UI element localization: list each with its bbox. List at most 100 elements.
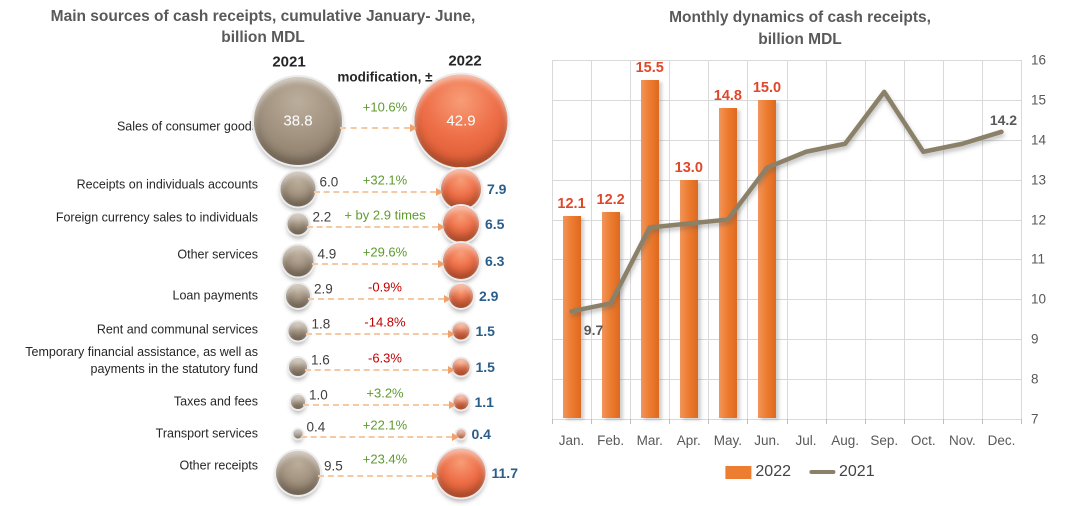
value-2022: 6.5 — [485, 216, 505, 232]
x-axis-tick-icon — [669, 419, 671, 424]
bubble-2021 — [276, 451, 320, 495]
value-2022: 1.1 — [474, 394, 494, 410]
bubble-2021 — [288, 321, 308, 341]
x-axis-tick-icon — [591, 419, 593, 424]
x-axis-tick-icon — [981, 419, 983, 424]
category-label: Temporary financial assistance, as well … — [25, 345, 258, 376]
y-axis-tick-label: 11 — [1031, 251, 1046, 267]
bar-value-label: 12.2 — [596, 191, 625, 208]
v-gridline — [786, 60, 788, 419]
bar-value-label: 15.5 — [635, 59, 664, 76]
y-axis-tick-label: 7 — [1031, 411, 1039, 427]
y-axis-tick-label: 10 — [1031, 291, 1047, 307]
bubble-2022 — [452, 322, 470, 340]
arrow-head-icon — [448, 401, 456, 409]
y-axis-tick-label: 8 — [1031, 371, 1039, 387]
value-2021: 38.8 — [283, 112, 313, 130]
legend-line-swatch-icon — [809, 470, 835, 474]
value-2022: 0.4 — [471, 426, 491, 442]
bar-2022 — [757, 99, 776, 418]
arrow-head-icon — [447, 330, 455, 338]
arrow-line-icon — [305, 369, 448, 371]
x-axis-tick-icon — [864, 419, 866, 424]
value-2022: 1.5 — [475, 359, 495, 375]
arrow-line-icon — [313, 191, 436, 193]
v-gridline — [864, 60, 866, 419]
bubble-2021 — [287, 213, 309, 235]
x-axis-month-label: Oct. — [910, 433, 936, 448]
bubble-2022 — [449, 284, 473, 308]
category-label: Other receipts — [179, 458, 258, 473]
bubble-2021 — [286, 284, 310, 308]
value-2021: 1.0 — [309, 387, 328, 403]
modification-value: +32.1% — [362, 172, 408, 188]
value-2021: 1.6 — [311, 352, 330, 368]
left-chart-title-line1: Main sources of cash receipts, cumulativ… — [50, 8, 476, 25]
bubble-2022 — [453, 394, 469, 410]
x-axis-month-label: Jul. — [795, 433, 817, 448]
modification-value: -6.3% — [368, 350, 402, 366]
value-2022: 2.9 — [479, 288, 499, 304]
y-axis-tick-label: 14 — [1031, 132, 1047, 148]
value-2021: 2.2 — [312, 209, 332, 225]
v-gridline — [630, 60, 632, 419]
modification-value: +23.4% — [362, 451, 408, 467]
value-2022: 42.9 — [446, 112, 476, 130]
value-2021: 1.8 — [311, 316, 331, 332]
arrow-head-icon — [447, 366, 455, 374]
bubble-2021 — [280, 171, 316, 207]
x-axis-tick-icon — [903, 419, 905, 424]
v-gridline — [1021, 60, 1022, 419]
x-axis-tick-icon — [942, 419, 944, 424]
category-label: Receipts on individuals accounts — [76, 177, 258, 192]
x-axis-tick-icon — [786, 419, 788, 424]
category-label: Rent and communal services — [96, 322, 258, 337]
arrow-head-icon — [431, 472, 439, 480]
x-axis-month-label: Dec. — [987, 433, 1016, 448]
category-label: Sales of consumer goods — [116, 119, 258, 134]
value-2021: 6.0 — [319, 174, 339, 190]
bubble-2022 — [443, 243, 479, 279]
bar-value-label: 14.8 — [713, 87, 742, 104]
v-gridline — [591, 60, 593, 419]
category-label: Transport services — [155, 426, 258, 441]
modification-value: +10.6% — [362, 99, 408, 115]
v-gridline — [825, 60, 827, 419]
arrow-head-icon — [409, 124, 417, 132]
arrow-line-icon — [305, 333, 448, 335]
v-gridline — [708, 60, 710, 419]
x-axis-tick-icon — [747, 419, 749, 424]
line-value-label: 9.7 — [583, 322, 604, 339]
line-value-label: 14.2 — [989, 111, 1018, 128]
category-label: Other services — [177, 247, 258, 262]
y-axis-tick-label: 13 — [1031, 172, 1047, 188]
x-axis-tick-icon — [1021, 419, 1022, 424]
value-2021: 9.5 — [324, 458, 343, 474]
arrow-line-icon — [308, 298, 444, 300]
modification-value: +3.2% — [366, 385, 404, 401]
column-header-2022: 2022 — [448, 52, 482, 70]
modification-value: + by 2.9 times — [344, 207, 426, 223]
modification-value: -14.8% — [364, 314, 406, 330]
column-header-modification: modification, ± — [337, 69, 433, 85]
bar-2022 — [562, 215, 581, 418]
right-chart-title-line2: billion MDL — [758, 31, 842, 48]
value-2022: 1.5 — [475, 323, 495, 339]
x-axis-month-label: Sep. — [870, 433, 899, 448]
arrow-line-icon — [300, 436, 452, 438]
arrow-head-icon — [444, 295, 451, 303]
legend-label-2022: 2022 — [755, 463, 791, 480]
line-2021 — [569, 89, 1004, 314]
v-gridline — [903, 60, 905, 419]
bubble-2021 — [282, 245, 314, 277]
value-2021: 4.9 — [317, 246, 337, 262]
bubble-2021 — [291, 395, 305, 409]
bar-value-label: 12.1 — [557, 195, 586, 212]
arrow-head-icon — [436, 188, 443, 196]
arrow-head-icon — [438, 223, 445, 231]
bubble-2022 — [436, 448, 486, 498]
category-label: Taxes and fees — [173, 394, 258, 409]
arrow-line-icon — [311, 263, 438, 265]
bar-2022 — [718, 107, 737, 418]
